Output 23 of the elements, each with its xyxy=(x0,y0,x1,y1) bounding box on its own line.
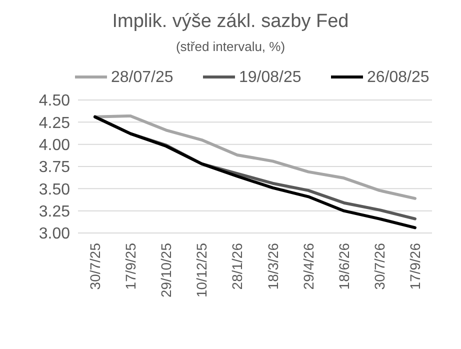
x-tick-label: 18/6/26 xyxy=(336,242,352,290)
line-series xyxy=(94,114,416,200)
chart-subtitle: (střed intervalu, %) xyxy=(176,39,286,54)
x-tick-label: 17/9/25 xyxy=(122,242,139,290)
y-tick-label: 3.00 xyxy=(38,226,70,243)
x-tick-label: 30/7/25 xyxy=(87,242,103,290)
x-tick-label: 29/10/25 xyxy=(158,242,174,298)
y-tick-label: 4.00 xyxy=(38,136,70,154)
x-tick-label: 18/3/26 xyxy=(264,242,281,290)
x-tick-label: 10/12/25 xyxy=(194,242,210,298)
x-tick-label: 29/4/26 xyxy=(300,242,316,290)
y-tick-label: 3.25 xyxy=(38,203,70,220)
y-tick-label: 4.50 xyxy=(38,92,70,110)
y-tick-label: 4.25 xyxy=(38,114,70,132)
chart-title: Implik. výše zákl. sazby Fed xyxy=(112,11,349,32)
x-tick-label: 28/1/26 xyxy=(229,242,246,290)
y-tick-label: 3.75 xyxy=(38,159,70,176)
legend-label: 19/08/25 xyxy=(239,69,302,86)
x-tick-label: 17/9/26 xyxy=(407,242,423,290)
legend-label: 28/07/25 xyxy=(111,69,174,86)
x-tick-label: 30/7/26 xyxy=(371,242,388,290)
y-tick-label: 3.50 xyxy=(38,181,70,198)
legend-label: 26/08/25 xyxy=(367,69,430,86)
